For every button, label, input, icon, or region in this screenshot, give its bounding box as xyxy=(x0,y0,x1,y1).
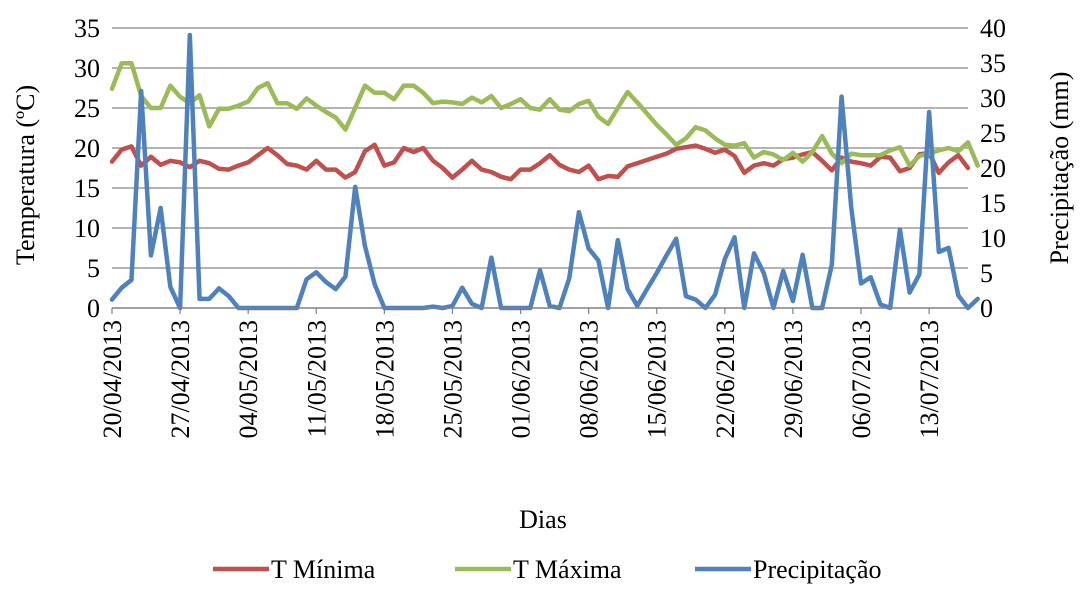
x-tick-label: 20/04/2013 xyxy=(98,320,127,438)
x-tick-label: 04/05/2013 xyxy=(234,320,263,438)
series-line-t-minima xyxy=(109,142,971,182)
y-axis-right-title: Precipitação (mm) xyxy=(1045,72,1074,265)
y-right-tick-label: 20 xyxy=(980,154,1006,183)
x-tick-label: 06/07/2013 xyxy=(847,320,876,438)
legend: T Mínima T Máxima Precipitação xyxy=(213,555,882,584)
y-left-tick-label: 20 xyxy=(74,134,100,163)
x-tick-label: 29/06/2013 xyxy=(779,320,808,438)
x-tick-label: 08/06/2013 xyxy=(575,320,604,438)
y-right-tick-label: 5 xyxy=(980,259,993,288)
x-tick-label: 27/04/2013 xyxy=(166,320,195,438)
y-left-tick-label: 35 xyxy=(74,14,100,43)
x-tick-label: 11/05/2013 xyxy=(302,320,331,437)
y-left-tick-label: 15 xyxy=(74,174,100,203)
x-axis-ticks: 20/04/2013 27/04/2013 04/05/2013 11/05/2013… xyxy=(98,308,944,438)
y-left-tick-label: 10 xyxy=(74,214,100,243)
y-left-tick-label: 5 xyxy=(87,254,100,283)
y-axis-right-ticks: 0 5 10 15 20 25 30 35 40 xyxy=(980,14,1006,323)
x-tick-label: 01/06/2013 xyxy=(507,320,536,438)
y-right-tick-label: 30 xyxy=(980,84,1006,113)
x-tick-label: 18/05/2013 xyxy=(370,320,399,438)
legend-label: T Máxima xyxy=(513,555,622,584)
x-axis-title: Dias xyxy=(519,505,567,534)
y-left-tick-label: 30 xyxy=(74,54,100,83)
y-axis-left-title: Temperatura (ºC) xyxy=(11,85,40,265)
y-right-tick-label: 15 xyxy=(980,189,1006,218)
y-axis-left-ticks: 0 5 10 15 20 25 30 35 xyxy=(74,14,100,323)
x-tick-label: 22/06/2013 xyxy=(711,320,740,438)
x-tick-label: 25/05/2013 xyxy=(438,320,467,438)
x-tick-label: 13/07/2013 xyxy=(915,320,944,438)
series-line-precipitacao xyxy=(109,32,980,311)
series-lines xyxy=(109,32,980,311)
y-right-tick-label: 40 xyxy=(980,14,1006,43)
y-right-tick-label: 10 xyxy=(980,224,1006,253)
series-line-t-maxima xyxy=(109,60,980,168)
legend-label: Precipitação xyxy=(753,555,882,584)
y-right-tick-label: 35 xyxy=(980,49,1006,78)
x-tick-label: 15/06/2013 xyxy=(643,320,672,438)
y-left-tick-label: 25 xyxy=(74,94,100,123)
y-right-tick-label: 0 xyxy=(980,294,993,323)
y-right-tick-label: 25 xyxy=(980,119,1006,148)
y-left-tick-label: 0 xyxy=(87,294,100,323)
legend-label: T Mínima xyxy=(271,555,376,584)
